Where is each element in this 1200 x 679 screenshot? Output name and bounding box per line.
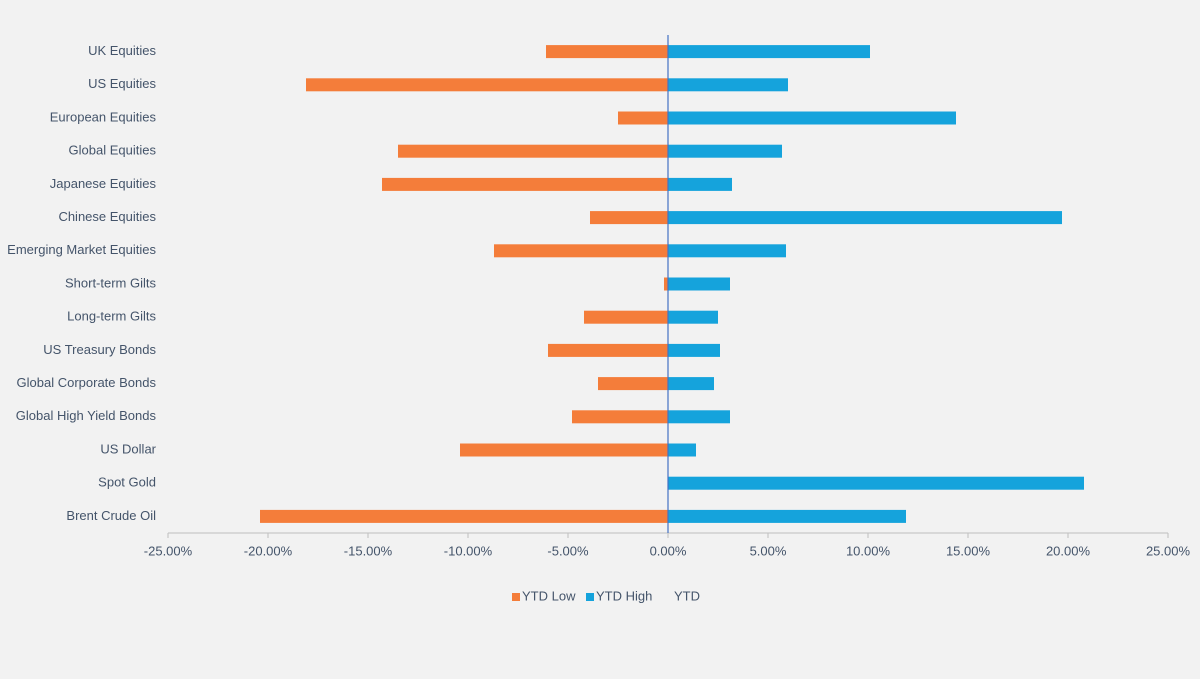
- legend-label: YTD Low: [522, 588, 576, 603]
- bar: [668, 111, 956, 125]
- x-tick-label: 10.00%: [846, 543, 891, 558]
- y-tick-label: Chinese Equities: [58, 209, 156, 224]
- y-tick-label: Global High Yield Bonds: [16, 408, 157, 423]
- y-tick-label: US Dollar: [100, 441, 156, 456]
- bar: [460, 443, 668, 457]
- x-tick-label: -5.00%: [547, 543, 589, 558]
- bar: [668, 509, 906, 523]
- x-tick-label: -15.00%: [344, 543, 393, 558]
- bar: [668, 144, 782, 158]
- bar: [668, 410, 730, 424]
- y-tick-label: Short-term Gilts: [65, 275, 157, 290]
- y-tick-label: US Treasury Bonds: [43, 342, 156, 357]
- x-tick-label: 5.00%: [750, 543, 787, 558]
- bar: [668, 78, 788, 92]
- bar: [260, 509, 668, 523]
- bar: [306, 78, 668, 92]
- bar: [494, 244, 668, 258]
- bar: [664, 277, 668, 291]
- y-tick-label: European Equities: [50, 109, 157, 124]
- bar: [668, 377, 714, 391]
- y-tick-label: Spot Gold: [98, 475, 156, 490]
- x-tick-label: -20.00%: [244, 543, 293, 558]
- x-tick-label: 20.00%: [1046, 543, 1091, 558]
- bar: [572, 410, 668, 424]
- y-tick-label: Brent Crude Oil: [66, 508, 156, 523]
- y-tick-label: Long-term Gilts: [67, 309, 156, 324]
- bar: [668, 211, 1062, 225]
- y-tick-label: Japanese Equities: [50, 176, 157, 191]
- bar: [668, 177, 732, 191]
- bar: [668, 244, 786, 258]
- bar: [398, 144, 668, 158]
- bar: [668, 310, 718, 324]
- x-tick-label: 15.00%: [946, 543, 991, 558]
- legend-label: YTD High: [596, 588, 652, 603]
- y-tick-label: Global Equities: [69, 143, 157, 158]
- bar: [668, 343, 720, 357]
- bar: [668, 476, 1084, 490]
- bar: [382, 177, 668, 191]
- x-tick-label: 0.00%: [650, 543, 687, 558]
- y-tick-label: US Equities: [88, 76, 156, 91]
- y-tick-label: UK Equities: [88, 43, 156, 58]
- bar: [668, 277, 730, 291]
- bar: [548, 343, 668, 357]
- bar: [618, 111, 668, 125]
- bar: [598, 377, 668, 391]
- bar: [546, 45, 668, 59]
- bar: [668, 443, 696, 457]
- legend-swatch: [586, 593, 594, 601]
- x-tick-label: 25.00%: [1146, 543, 1191, 558]
- y-tick-label: Emerging Market Equities: [7, 242, 156, 257]
- y-tick-label: Global Corporate Bonds: [17, 375, 157, 390]
- legend-swatch: [512, 593, 520, 601]
- legend-label: YTD: [674, 588, 700, 603]
- bar: [668, 45, 870, 59]
- x-tick-label: -25.00%: [144, 543, 193, 558]
- x-tick-label: -10.00%: [444, 543, 493, 558]
- bar: [584, 310, 668, 324]
- bar: [590, 211, 668, 225]
